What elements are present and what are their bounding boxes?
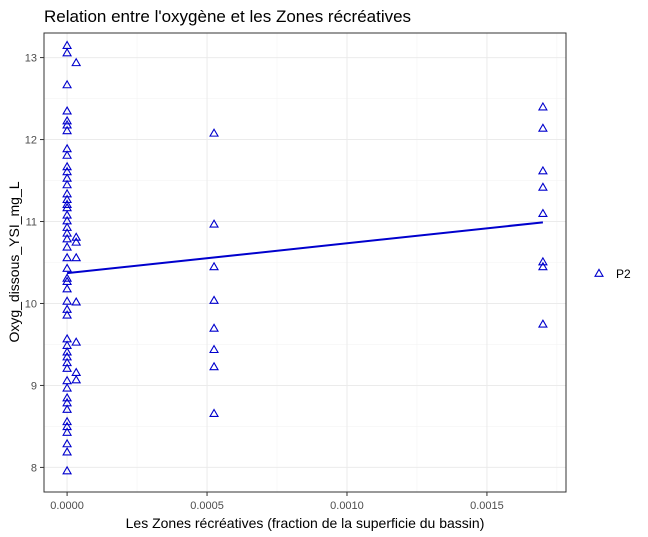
data-point: [62, 252, 73, 262]
grid-lines: [44, 33, 566, 492]
data-point: [62, 465, 73, 475]
data-point: [62, 125, 73, 135]
data-point: [62, 210, 73, 219]
x-tick-label: 0.0005: [190, 500, 224, 512]
data-point: [209, 261, 219, 271]
legend-marker: [594, 268, 604, 277]
axis-tick-labels: 0.0000 0.0005 0.0010 0.0015 8 9 10 11 12 13: [25, 53, 504, 512]
y-tick-label: 11: [26, 217, 37, 229]
data-point: [62, 115, 73, 125]
data-point: [209, 361, 219, 371]
data-point: [62, 199, 73, 208]
y-tick-label: 8: [31, 462, 37, 474]
data-point: [62, 351, 73, 361]
data-point: [62, 357, 73, 367]
data-point: [62, 228, 73, 237]
data-point: [62, 79, 73, 89]
data-point: [71, 296, 82, 306]
data-point: [71, 252, 82, 262]
data-point: [209, 408, 219, 417]
data-point: [62, 416, 73, 426]
data-point: [62, 188, 73, 198]
y-tick-label: 9: [31, 380, 37, 392]
data-point: [209, 323, 219, 332]
data-point: [62, 421, 73, 431]
y-axis-label: Oxyg_dissous_YSI_mg_L: [6, 181, 22, 342]
data-point: [62, 438, 73, 448]
data-point: [62, 150, 73, 159]
data-point: [71, 232, 82, 241]
data-point: [537, 319, 548, 328]
axis-ticks: [40, 57, 488, 496]
data-point: [62, 263, 73, 272]
data-point: [62, 233, 73, 243]
x-tick-label: 0.0000: [50, 500, 84, 512]
data-point: [62, 304, 73, 313]
data-point: [62, 273, 73, 282]
data-point: [62, 242, 73, 251]
x-tick-label: 0.0015: [470, 500, 504, 512]
data-point: [537, 165, 548, 175]
data-point: [71, 337, 82, 346]
chart-title: Relation entre l'oxygène et les Zones ré…: [44, 7, 411, 26]
data-point: [62, 222, 73, 231]
legend: P2: [594, 267, 631, 281]
data-point: [209, 295, 219, 304]
data-point: [62, 47, 73, 57]
data-point: [62, 296, 73, 305]
data-point: [537, 256, 548, 266]
data-point: [71, 374, 82, 384]
data-point: [71, 57, 82, 67]
data-point: [62, 161, 73, 171]
plot-panel-border: [43, 32, 567, 493]
data-point: [62, 119, 73, 129]
data-point: [209, 344, 219, 354]
data-point: [537, 123, 548, 132]
legend-label: P2: [616, 267, 631, 281]
data-point: [62, 427, 73, 436]
data-point: [62, 383, 73, 392]
y-tick-label: 13: [25, 53, 37, 65]
trend-line-group: [66, 221, 544, 275]
data-point: [62, 446, 73, 456]
data-point: [62, 346, 73, 356]
data-point: [537, 208, 548, 217]
data-point: [62, 310, 73, 319]
data-point: [62, 105, 73, 115]
data-point: [62, 283, 73, 293]
data-point: [62, 404, 73, 413]
data-point: [537, 101, 548, 111]
data-point: [537, 261, 548, 271]
data-point: [537, 182, 548, 191]
data-point: [62, 194, 73, 204]
data-points: [62, 40, 548, 475]
x-tick-label: 0.0010: [330, 500, 364, 512]
data-point: [62, 363, 73, 372]
x-axis-label: Les Zones récréatives (fraction de la su…: [126, 515, 485, 531]
data-point: [62, 179, 73, 189]
data-point: [209, 219, 219, 228]
y-tick-label: 10: [25, 298, 37, 310]
data-point: [71, 237, 82, 246]
data-point: [209, 128, 219, 137]
y-tick-label: 12: [25, 135, 37, 147]
data-point: [62, 392, 73, 402]
trend-line: [66, 221, 544, 275]
